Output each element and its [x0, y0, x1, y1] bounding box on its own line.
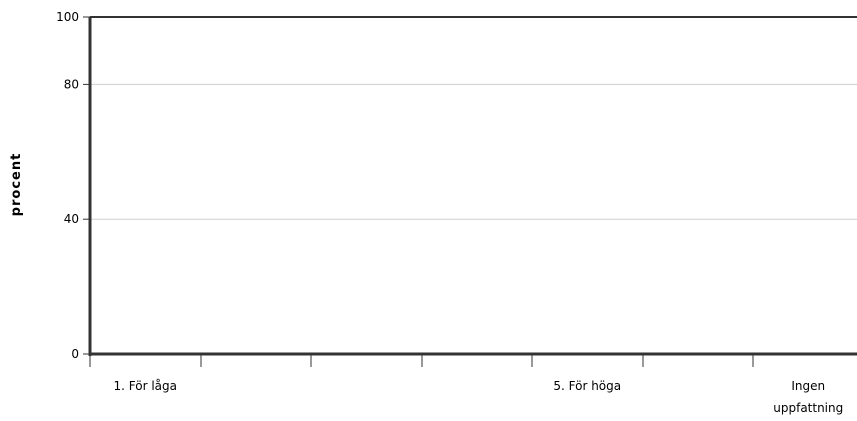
y-tick-label: 100	[56, 10, 79, 24]
x-axis-ticks: 1. För låga 5. För höga Ingen uppfattning	[89, 354, 843, 415]
x-tick-label: 5. För höga	[553, 379, 621, 393]
y-axis-ticks: 0 40 80 100	[56, 10, 90, 361]
y-axis-title: procent	[9, 153, 24, 217]
x-tick-label: Ingen uppfattning	[773, 379, 843, 415]
y-tick-label: 40	[64, 212, 79, 226]
gridlines	[90, 16, 857, 220]
y-tick-label: 0	[71, 347, 79, 361]
x-tick-label: 1. För låga	[114, 379, 178, 393]
y-tick-label: 80	[64, 77, 79, 91]
